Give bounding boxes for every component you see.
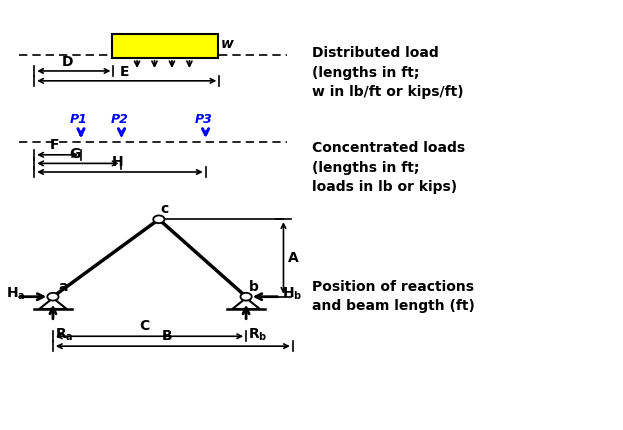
Circle shape	[153, 215, 164, 223]
Text: $\mathbf{H_b}$: $\mathbf{H_b}$	[282, 286, 302, 302]
Text: $\mathbf{R_b}$: $\mathbf{R_b}$	[248, 327, 267, 343]
Text: C: C	[140, 319, 150, 333]
Text: c: c	[161, 202, 169, 216]
Text: B: B	[161, 329, 173, 343]
Text: H: H	[112, 155, 123, 169]
Text: P2: P2	[111, 114, 129, 126]
Text: E: E	[120, 64, 130, 79]
Text: G: G	[69, 147, 80, 161]
Text: Distributed load
(lengths in ft;
w in lb/ft or kips/ft): Distributed load (lengths in ft; w in lb…	[312, 46, 463, 99]
Circle shape	[47, 293, 59, 301]
Text: P3: P3	[194, 114, 212, 126]
Text: D: D	[62, 55, 73, 69]
Text: Concentrated loads
(lengths in ft;
loads in lb or kips): Concentrated loads (lengths in ft; loads…	[312, 141, 465, 194]
Text: b: b	[249, 280, 259, 294]
Circle shape	[240, 293, 252, 301]
Text: P1: P1	[70, 114, 88, 126]
Bar	[112, 34, 218, 58]
Text: a: a	[58, 280, 67, 294]
Text: Position of reactions
and beam length (ft): Position of reactions and beam length (f…	[312, 280, 474, 313]
Text: $\mathbf{H_a}$: $\mathbf{H_a}$	[6, 286, 26, 302]
Text: F: F	[50, 138, 60, 152]
Text: A: A	[288, 251, 298, 265]
Text: $\mathbf{R_a}$: $\mathbf{R_a}$	[55, 327, 74, 343]
Text: w: w	[221, 37, 234, 51]
